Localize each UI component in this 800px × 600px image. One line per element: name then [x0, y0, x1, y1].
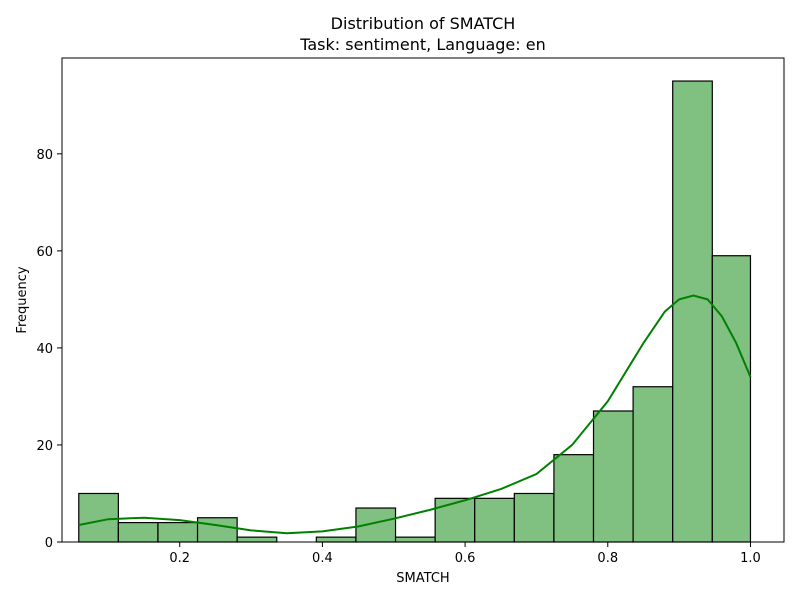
x-tick-label: 0.8 [597, 551, 618, 566]
histogram-bar-13 [553, 454, 595, 543]
x-tick-label: 0.4 [312, 551, 333, 566]
y-axis-ticks: 0 20 40 60 80 [36, 148, 62, 551]
histogram-bar-11 [474, 497, 515, 543]
histogram-bar-17 [711, 255, 752, 543]
histogram-bar-5 [236, 536, 278, 543]
histogram-bar-16 [672, 80, 713, 543]
x-tick-label: 1.0 [740, 551, 761, 566]
y-tick-label: 0 [45, 536, 53, 551]
chart-title: Distribution of SMATCH [331, 14, 516, 33]
x-tick-label: 0.2 [169, 551, 190, 566]
x-axis-ticks: 0.2 0.4 0.6 0.8 1.0 [169, 542, 761, 566]
x-axis-label: SMATCH [396, 571, 449, 586]
y-axis-label: Frequency [15, 266, 30, 333]
histogram-bar-1 [78, 492, 119, 543]
y-tick-label: 80 [36, 148, 53, 163]
histogram-bar-2 [117, 521, 159, 543]
histogram-bar-10 [434, 497, 476, 543]
y-tick-label: 40 [36, 342, 53, 357]
histogram-bar-9 [394, 536, 436, 543]
kde-line [78, 294, 752, 535]
histogram-bars [78, 80, 752, 543]
chart-subtitle: Task: sentiment, Language: en [299, 35, 545, 54]
histogram-bar-15 [632, 386, 674, 543]
plot-frame [61, 57, 785, 543]
histogram-bar-4 [196, 517, 238, 543]
y-tick-label: 60 [36, 245, 53, 260]
y-tick-label: 20 [36, 439, 53, 454]
histogram-bar-3 [157, 521, 199, 543]
histogram-bar-12 [513, 492, 555, 543]
histogram-bar-7 [315, 536, 357, 543]
x-tick-label: 0.6 [455, 551, 476, 566]
histogram-bar-14 [592, 410, 634, 543]
